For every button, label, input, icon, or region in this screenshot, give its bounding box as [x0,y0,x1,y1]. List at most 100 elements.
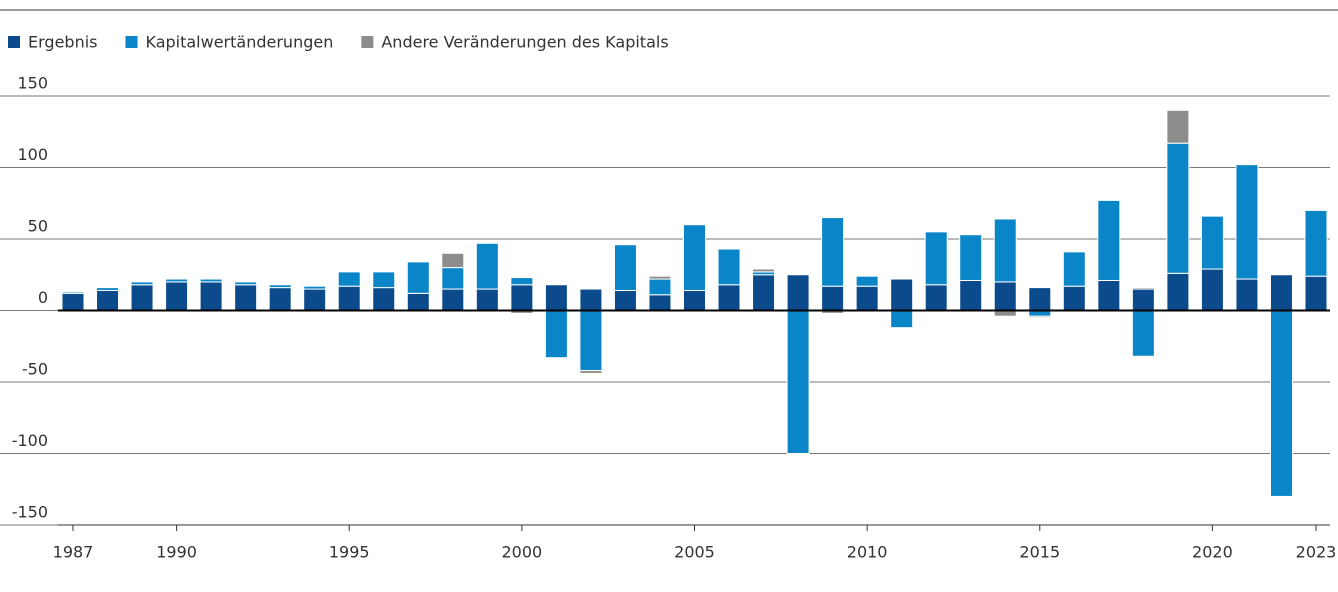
bar [303,288,327,311]
bar [821,217,845,287]
bar [752,268,776,273]
bar [165,278,189,283]
bar [648,275,672,280]
bar [1200,215,1224,270]
bar [1097,199,1121,281]
bar [717,248,741,286]
bar [683,224,706,291]
bar [579,370,603,374]
bar [786,310,810,454]
bar [130,284,154,312]
bar [683,289,706,312]
bar [1166,142,1190,274]
bar [544,284,568,312]
x-tick-label: 2020 [1192,543,1233,562]
bar [993,218,1017,283]
bar [579,288,603,311]
x-tick-label: 1995 [329,543,370,562]
legend-label: Andere Veränderungen des Kapitals [381,33,668,52]
bar [165,281,189,311]
bar [337,271,361,287]
bar [268,284,292,289]
legend-swatch [125,36,138,48]
bar [1166,109,1190,144]
bar [1235,278,1259,312]
bar [441,288,465,311]
bar [268,287,292,311]
bar [475,288,499,311]
legend-label: Kapitalwertänderungen [145,33,333,52]
bar [959,234,983,281]
bar [61,291,85,294]
bar [1131,287,1155,290]
bar [613,244,637,291]
bar [234,281,258,286]
y-tick-label: 100 [17,145,48,164]
bar [579,310,603,372]
bar [475,242,499,290]
bar [959,279,983,312]
bar [199,278,223,283]
bar [441,252,465,269]
bar [1200,268,1224,311]
bar [1028,315,1052,319]
bar [924,231,948,286]
y-tick-label: 50 [28,217,48,236]
bar [890,310,914,329]
x-tick-label: 1987 [53,543,94,562]
bar [786,274,810,311]
bar [1304,209,1328,277]
y-tick-label: -150 [12,503,48,522]
bar [510,284,534,312]
bar [406,292,430,311]
bar [1028,287,1052,311]
x-tick-label: 2023 [1296,543,1337,562]
bar [303,285,327,290]
bar [61,292,85,311]
bar [752,274,776,311]
x-tick-label: 2000 [502,543,543,562]
bar [821,285,845,312]
bar [648,294,672,311]
bar [1062,251,1086,287]
bar [1097,279,1121,312]
bar [372,271,396,289]
bar [96,287,120,291]
y-tick-label: -50 [22,360,48,379]
y-tick-label: 0 [38,288,48,307]
legend-label: Ergebnis [28,33,97,52]
bar [544,310,568,359]
bar [890,278,914,312]
bar [648,278,672,296]
bar [372,287,396,311]
bar [199,281,223,311]
y-tick-label: 150 [17,74,48,93]
bar [1166,272,1190,312]
x-tick-label: 2010 [847,543,888,562]
x-tick-label: 1990 [156,543,197,562]
bar [1131,288,1155,311]
bar [1304,275,1328,311]
bar [924,284,948,312]
bar [1269,310,1293,497]
bar [613,289,637,312]
bar [1235,164,1259,280]
bar [234,284,258,312]
bar [441,267,465,290]
legend-swatch [8,36,20,48]
x-tick-label: 2015 [1019,543,1060,562]
bar [96,289,120,312]
bar [1269,274,1293,311]
bar [855,275,879,287]
bar [855,285,879,312]
bar [1062,285,1086,312]
bar [406,261,430,294]
legend-swatch [361,36,374,48]
x-tick-label: 2005 [674,543,715,562]
bar [1131,310,1155,357]
bar [993,281,1017,311]
bar [130,281,154,286]
bar [337,285,361,312]
y-tick-label: -100 [12,431,48,450]
